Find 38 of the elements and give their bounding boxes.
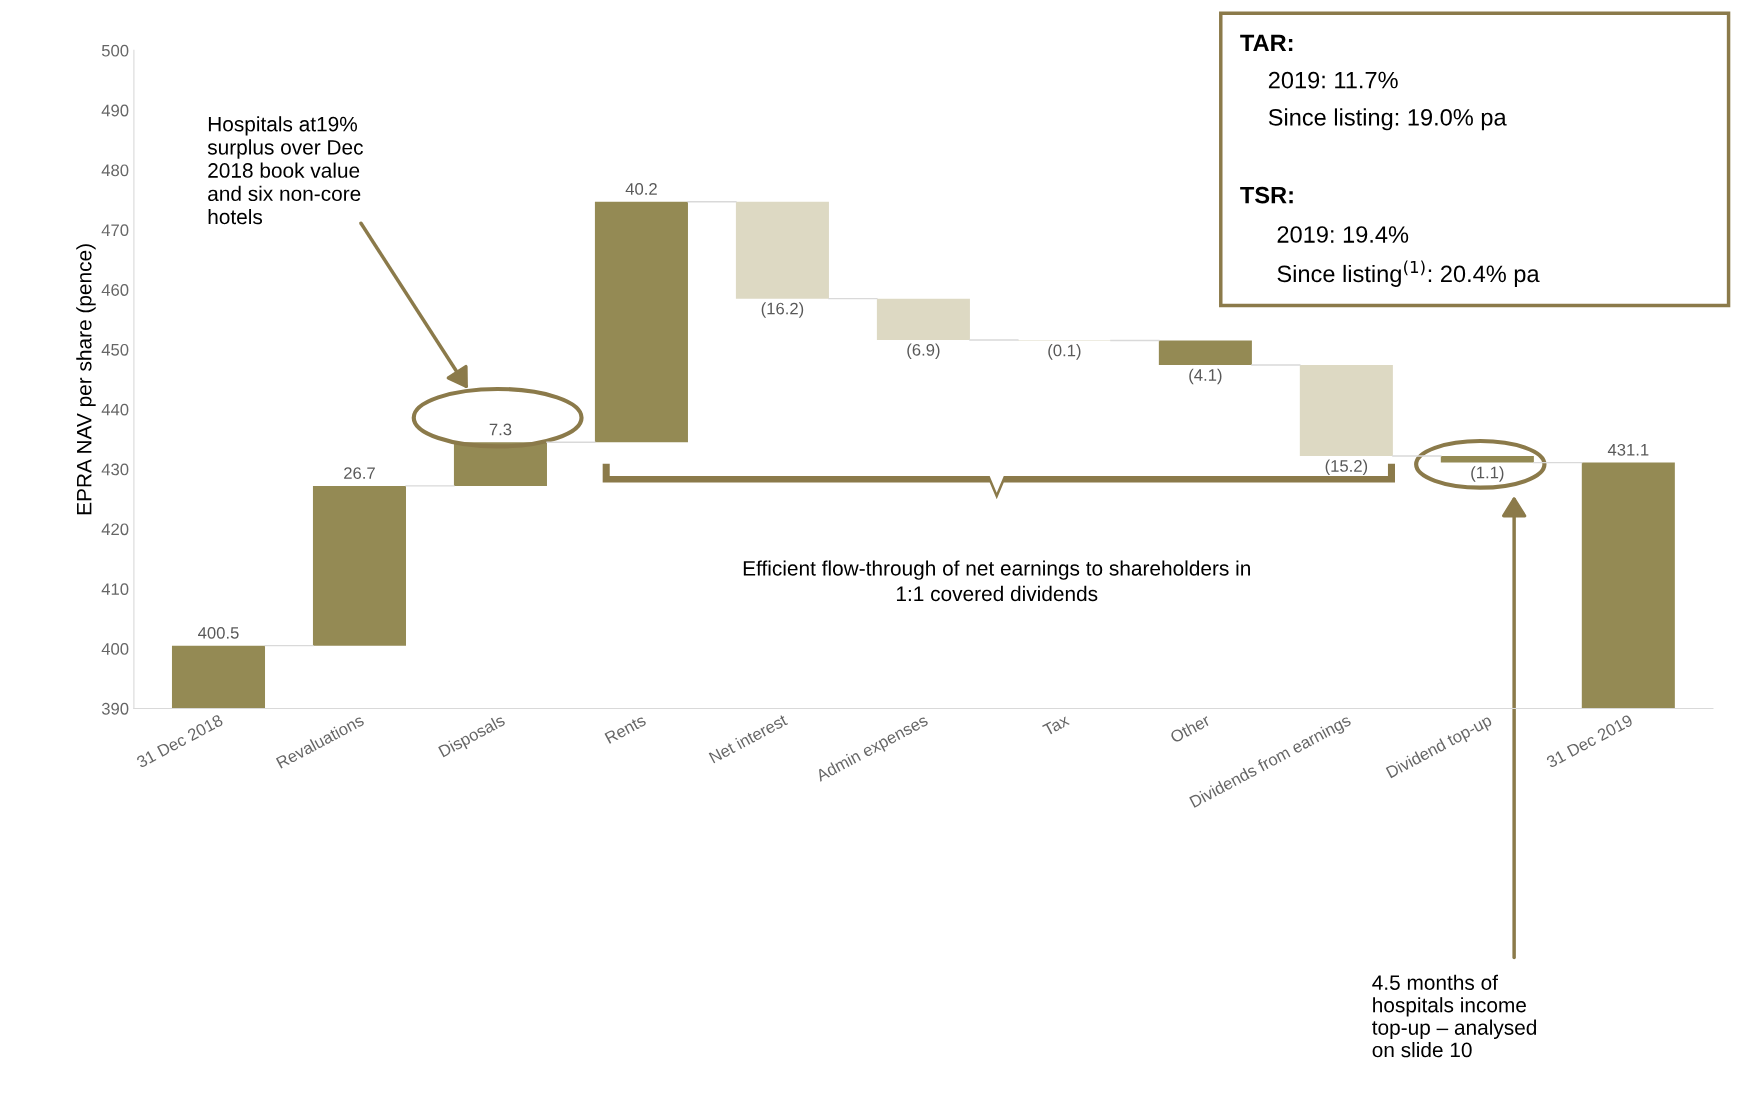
data-label: (1.1) <box>1471 466 1504 482</box>
text: 4.5 months of hospitals income top-up – analysed on slide 10 <box>1372 974 1537 1058</box>
data-label: (16.2) <box>761 302 804 318</box>
y-tick-label: 460 <box>101 284 129 296</box>
data-label: (15.2) <box>1325 459 1368 476</box>
y-tick-label: 430 <box>101 463 129 476</box>
y-tick-label: 390 <box>101 702 129 715</box>
y-tick-label: 480 <box>101 164 129 177</box>
y-tick-label: 440 <box>101 403 129 416</box>
y-tick-label: 450 <box>101 343 129 356</box>
y-tick-label: 500 <box>101 44 129 57</box>
data-label: 7.3 <box>489 423 512 436</box>
x-tick-label: Rents <box>604 714 647 744</box>
y-tick-label: 490 <box>101 104 129 117</box>
annotation: TAR: <box>1240 34 1293 51</box>
annotation: TSR: <box>1240 186 1293 204</box>
y-axis-title: EPRA NAV per share (pence) <box>76 244 96 515</box>
data-label: 431.1 <box>1607 443 1649 456</box>
x-tick-label: Other <box>1169 713 1211 744</box>
y-tick-label: 400 <box>101 643 129 655</box>
data-label: (4.1) <box>1189 368 1222 385</box>
y-tick-label: 410 <box>101 583 129 596</box>
y-tick-label: 420 <box>101 523 129 536</box>
annotation: Since listing$^{(1)}$: 20.4% pa <box>1277 260 1540 287</box>
annotation: Hospitals at19% surplus over Dec 2018 book value and six non-core hotels <box>207 116 363 225</box>
data-label: 26.7 <box>344 467 375 480</box>
data-label: 40.2 <box>625 183 657 195</box>
data-label: 400.5 <box>198 626 239 639</box>
annotation: 2019: 11.7% <box>1268 71 1398 89</box>
data-label: (0.1) <box>1048 344 1081 360</box>
y-tick-label: 470 <box>101 224 129 237</box>
annotation: Since listing: 19.0% pa <box>1268 108 1507 131</box>
x-tick-label: 31 Dec 2018 <box>135 714 224 769</box>
x-tick-label: Tax <box>1042 713 1070 737</box>
annotation: Efficient flow-through of net earnings to shareholders in 1:1 covered dividends <box>743 560 1250 602</box>
annotation: 2019: 19.4% <box>1277 226 1409 243</box>
x-tick-label: 31 Dec 2019 <box>1545 714 1634 769</box>
data-label: (6.9) <box>907 343 940 360</box>
